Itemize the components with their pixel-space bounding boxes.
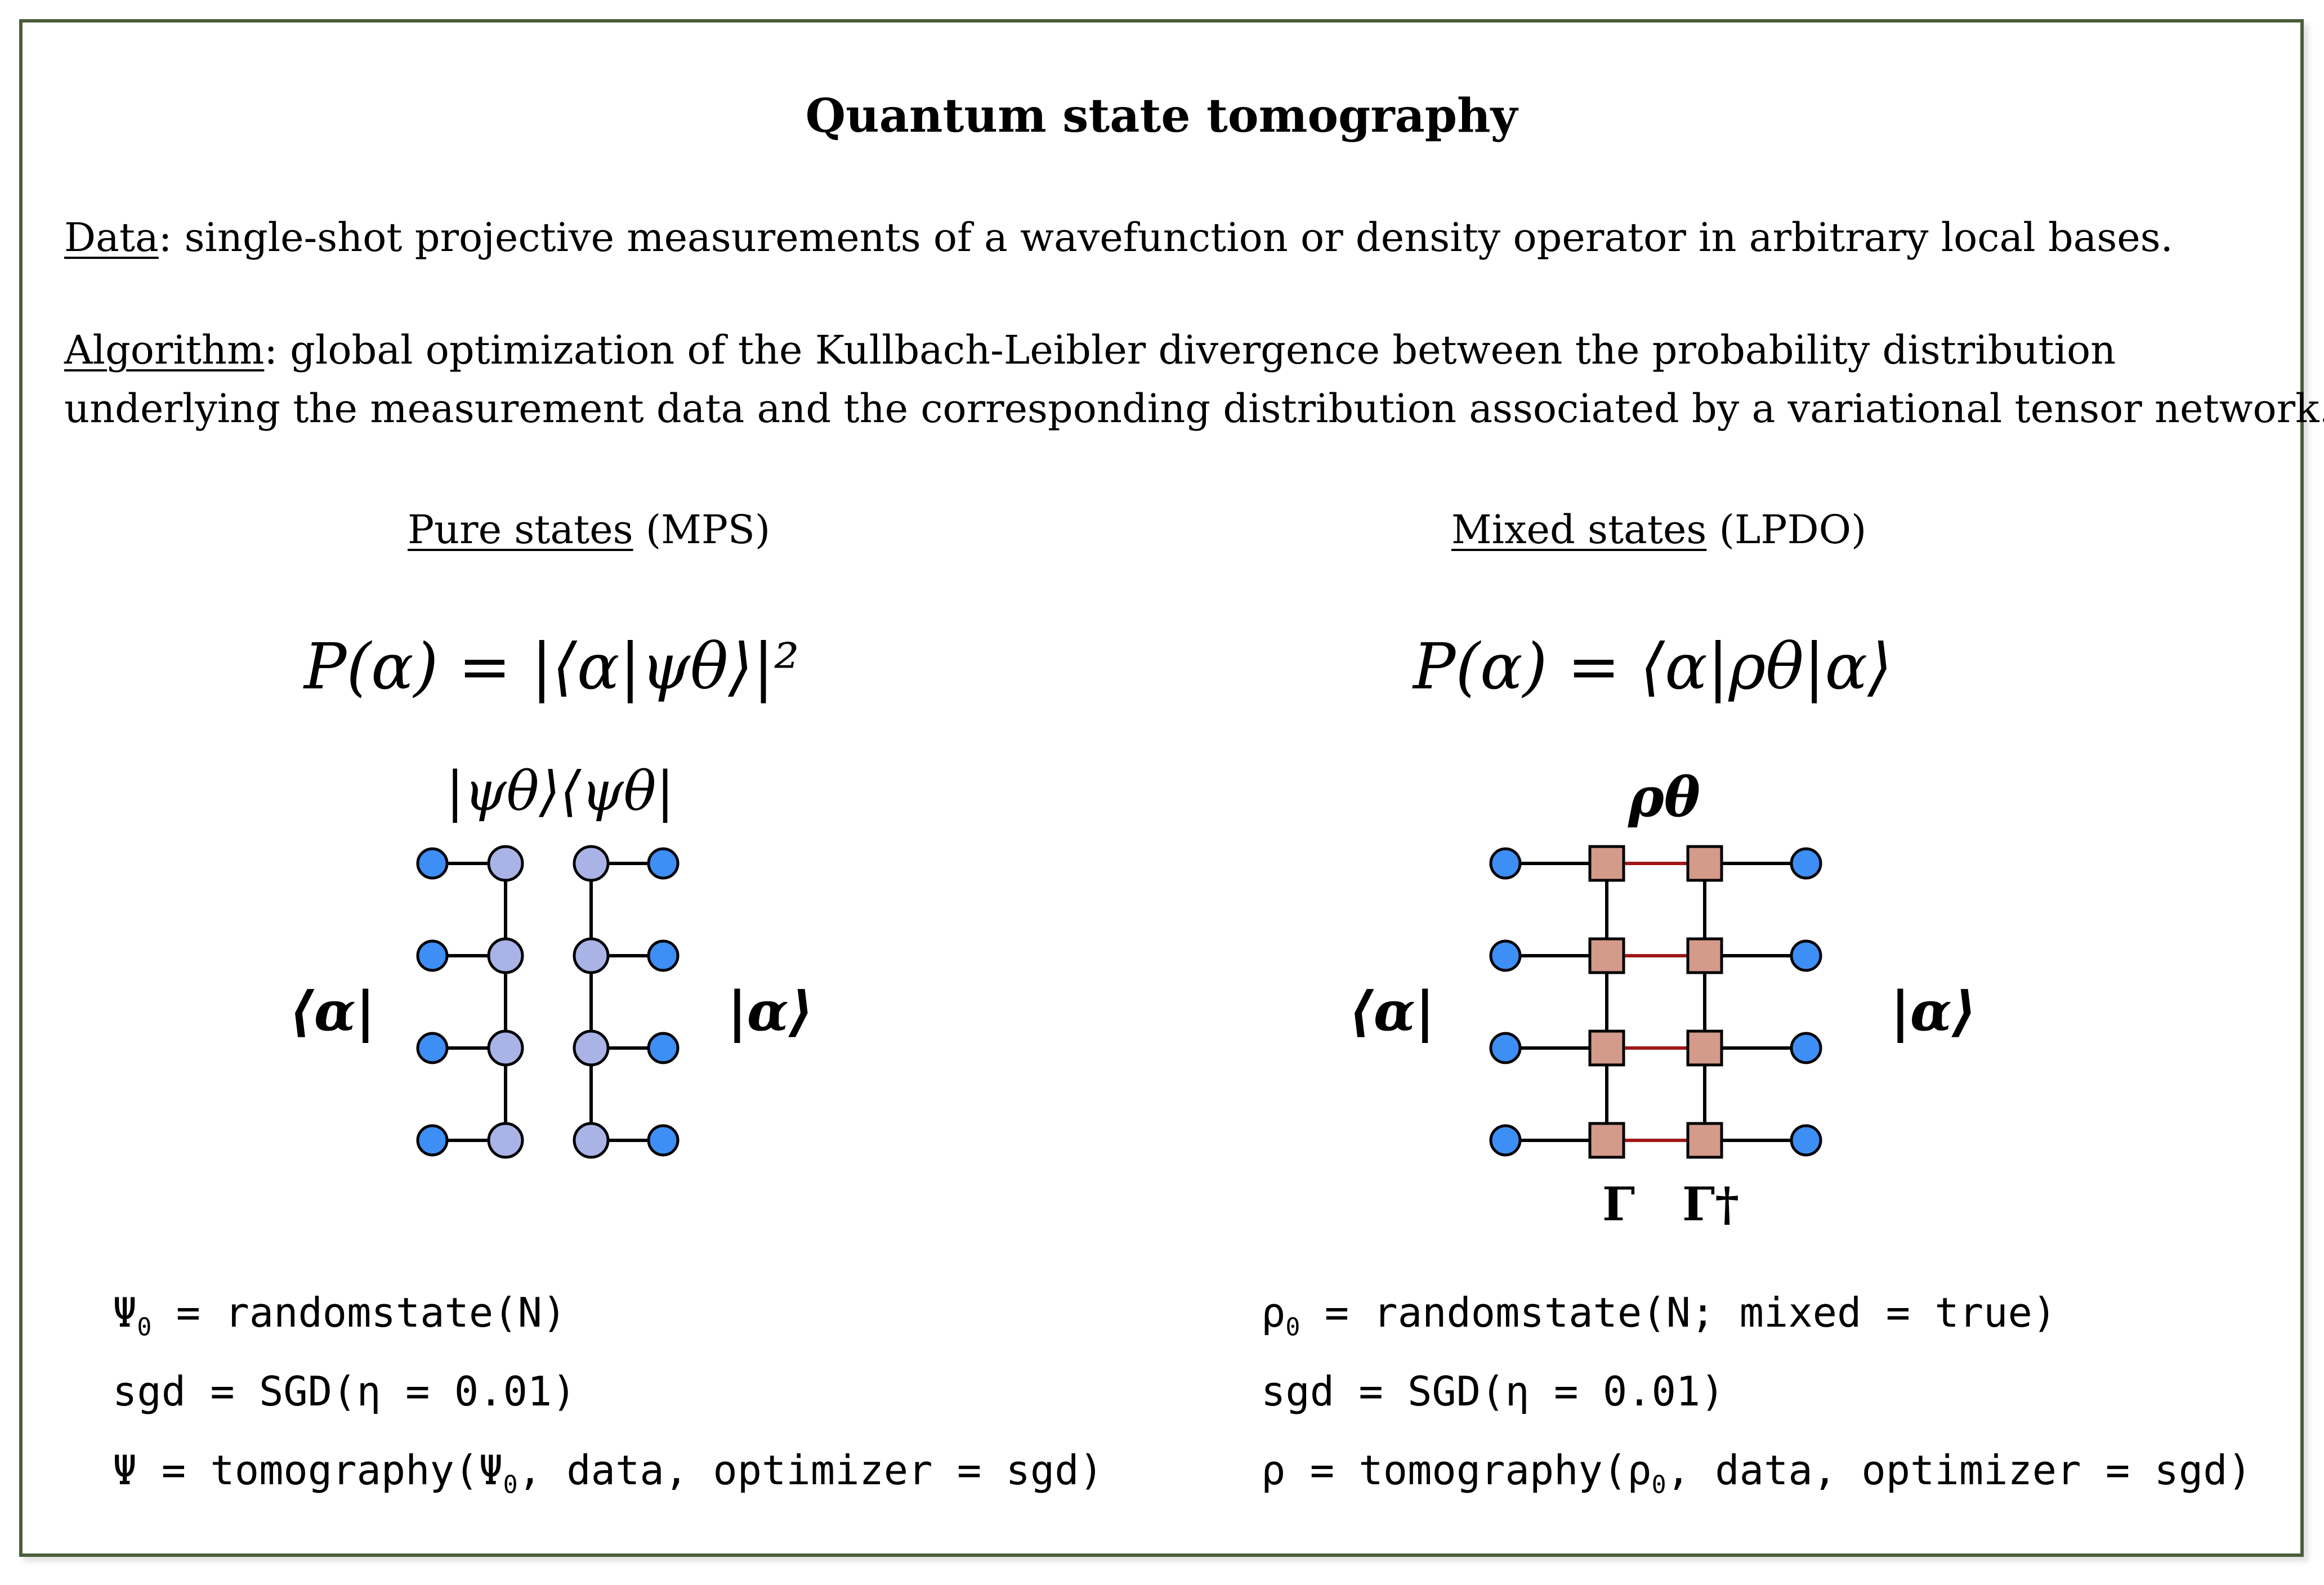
mps-site-right	[647, 1124, 680, 1157]
mixed-heading: Mixed states (LPDO)	[1451, 507, 1866, 553]
algorithm-paragraph: Algorithm: global optimization of the Ku…	[64, 321, 2116, 379]
pure-code-line-3: Ψ = tomography(Ψ0, data, optimizer = sgd…	[113, 1447, 1103, 1499]
data-text: : single-shot projective measurements of…	[158, 214, 2173, 261]
mps-site-right	[647, 847, 680, 880]
mps-site-left	[416, 1124, 449, 1157]
mixed-top-label: ρθ	[1628, 765, 1700, 829]
lpdo-tensor-gamma-dagger	[1686, 1122, 1723, 1159]
lpdo-site-right	[1790, 939, 1822, 972]
lpdo-tensor-gamma	[1588, 1029, 1625, 1067]
pure-formula: P(α) = |⟨α|ψθ⟩|²	[304, 630, 799, 704]
code-subscript: 0	[137, 1313, 152, 1342]
code-subscript: 0	[503, 1471, 518, 1499]
lpdo-tensor-gamma	[1588, 937, 1625, 974]
page-title: Quantum state tomography	[805, 89, 1518, 143]
code-rest: = randomstate(N)	[151, 1289, 567, 1336]
mixed-heading-suffix: (LPDO)	[1706, 507, 1867, 553]
mps-tensor-psi	[487, 845, 524, 882]
pure-heading: Pure states (MPS)	[408, 507, 770, 553]
pure-top-label: |ψθ⟩⟨ψθ|	[446, 760, 674, 823]
lpdo-site-right	[1790, 847, 1822, 880]
mps-tensor-psi	[487, 1122, 524, 1159]
lpdo-tensor-gamma	[1588, 1122, 1625, 1159]
mps-tensor-psi-dagger	[573, 937, 610, 974]
lpdo-site-right	[1790, 1032, 1822, 1064]
algorithm-line1: : global optimization of the Kullbach-Le…	[264, 327, 2116, 373]
lpdo-site-right	[1790, 1124, 1822, 1157]
lpdo-tensor-gamma-dagger	[1686, 1029, 1723, 1067]
kraus-label-gamma-dagger: Γ†	[1682, 1177, 1740, 1232]
pure-left-label: ⟨α|	[289, 979, 376, 1043]
pure-right-label: |α⟩	[727, 979, 814, 1043]
tensor-network-diagrams	[416, 845, 1822, 1159]
mps-site-left	[416, 1032, 449, 1064]
code-rest: = randomstate(N; mixed = true)	[1300, 1289, 2057, 1336]
code-rest: sgd = SGD(η = 0.01)	[113, 1368, 576, 1415]
lpdo-tensor-gamma-dagger	[1686, 845, 1723, 882]
lpdo-site-left	[1489, 1124, 1522, 1157]
mps-tensor-psi-dagger	[573, 1029, 610, 1067]
mps-site-right	[647, 1032, 680, 1064]
diagram-frame: Quantum state tomography Data: single-sh…	[19, 19, 2324, 1557]
code-rest: , data, optimizer = sgd)	[517, 1447, 1103, 1494]
lpdo-site-left	[1489, 939, 1522, 972]
mps-site-left	[416, 939, 449, 972]
mixed-left-label: ⟨α|	[1349, 979, 1435, 1043]
mixed-code-line-2: sgd = SGD(η = 0.01)	[1261, 1368, 1725, 1415]
mps-tensor-psi	[487, 1029, 524, 1067]
mps-site-left	[416, 847, 449, 880]
mixed-code-line-3: ρ = tomography(ρ0, data, optimizer = sgd…	[1261, 1447, 2252, 1499]
mixed-code-line-1: ρ0 = randomstate(N; mixed = true)	[1261, 1289, 2057, 1341]
mixed-heading-label: Mixed states	[1451, 507, 1707, 553]
pure-code-line-2: sgd = SGD(η = 0.01)	[113, 1368, 576, 1415]
pure-heading-label: Pure states	[408, 507, 633, 553]
data-label: Data	[64, 214, 159, 261]
code-rest: , data, optimizer = sgd)	[1666, 1447, 2252, 1494]
code-symbol: Ψ = tomography(Ψ	[113, 1447, 503, 1494]
mps-site-right	[647, 939, 680, 972]
code-subscript: 0	[1285, 1313, 1300, 1342]
pure-heading-suffix: (MPS)	[633, 507, 771, 553]
kraus-label-gamma: Γ	[1602, 1177, 1635, 1232]
code-symbol: Ψ	[113, 1289, 137, 1336]
data-paragraph: Data: single-shot projective measurement…	[64, 208, 2173, 267]
lpdo-tensor-gamma-dagger	[1686, 937, 1723, 974]
code-subscript: 0	[1651, 1471, 1666, 1499]
lpdo-site-left	[1489, 847, 1522, 880]
mixed-right-label: |α⟩	[1891, 979, 1977, 1043]
mps-tensor-psi-dagger	[573, 1122, 610, 1159]
mixed-formula: P(α) = ⟨α|ρθ|α⟩	[1413, 630, 1892, 704]
lpdo-tensor-gamma	[1588, 845, 1625, 882]
lpdo-site-left	[1489, 1032, 1522, 1064]
mps-tensor-psi	[487, 937, 524, 974]
code-symbol: ρ	[1261, 1289, 1286, 1336]
algorithm-label: Algorithm	[64, 327, 265, 373]
algorithm-line2: underlying the measurement data and the …	[64, 386, 2324, 432]
pure-code-line-1: Ψ0 = randomstate(N)	[113, 1289, 566, 1341]
code-rest: sgd = SGD(η = 0.01)	[1261, 1368, 1725, 1415]
code-symbol: ρ = tomography(ρ	[1261, 1447, 1652, 1494]
mps-tensor-psi-dagger	[573, 845, 610, 882]
